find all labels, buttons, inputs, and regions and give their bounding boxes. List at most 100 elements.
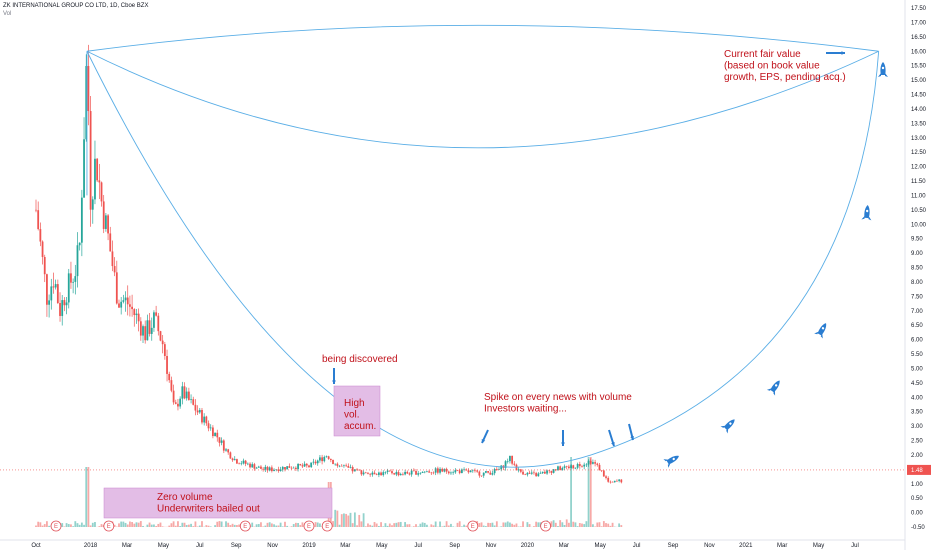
y-tick-label: 16.50 [911,35,927,41]
fair-value-text: Current fair value [724,49,801,60]
volume-bar [408,524,411,527]
candle-body [506,461,509,462]
candle-body [277,469,280,472]
candle-body [360,470,363,475]
volume-bar [87,467,90,527]
candle-body [607,477,610,482]
candle-body [340,465,343,467]
y-tick-label: 14.50 [911,93,927,99]
volume-bar [487,522,489,527]
volume-bar [526,522,529,527]
volume-bar [439,521,441,527]
volume-bar [587,457,590,527]
candle-body [504,461,507,468]
candle-body [104,215,107,229]
candle-body [465,469,468,471]
volume-bar [519,526,522,527]
candle-body [260,466,262,469]
candle-body [87,66,90,112]
volume-bar [430,524,433,527]
x-tick-label: Jul [196,543,204,549]
candle-body [605,476,607,478]
candle-body [253,464,256,469]
x-tick-label: Mar [559,543,569,549]
candle-body [264,466,267,470]
candle-body [292,467,295,469]
candle-body [56,284,59,304]
volume-bar [236,525,238,527]
volume-bar [535,521,538,527]
volume-bar [94,522,96,527]
volume-bar [592,524,594,527]
volume-bar [380,522,382,527]
cup-right-curve [590,51,880,456]
volume-bar [268,522,271,527]
candle-body [118,303,120,308]
x-tick-label: Mar [340,543,350,549]
candle-body [65,302,68,306]
candle-body [404,471,406,475]
volume-bar [432,525,435,527]
volume-bar [142,525,144,527]
candle-body [543,471,546,474]
volume-bar [257,524,260,527]
candle-body [570,465,572,469]
cup-curves [86,24,880,468]
cup-bottom-curve [86,51,592,468]
volume-bar [264,525,267,527]
volume-bar [485,526,487,527]
volume-bar [347,515,350,527]
volume-bar [177,521,179,527]
x-tick-label: May [158,543,169,549]
y-tick-label: 4.00 [911,395,923,401]
candle-body [410,470,413,475]
earnings-badge-label: E [307,524,311,530]
candle-body [83,139,85,198]
candle-body [450,472,452,474]
volume-bar [39,522,42,527]
candle-body [371,472,374,475]
candle-body [61,300,64,316]
volume-bar [270,523,273,527]
candle-body [589,460,592,464]
candle-body [526,472,529,475]
earnings-badge-label: E [107,524,111,530]
candle-body [574,467,577,469]
candle-body [142,326,144,336]
volume-bar [445,521,448,527]
volume-bar [386,525,389,527]
candle-body [190,399,192,400]
candle-body [198,409,201,413]
y-tick-label: 2.00 [911,453,923,459]
volume-bar [260,522,262,527]
candle-body [124,297,127,301]
candle-body [373,472,376,475]
candle-body [471,470,474,472]
candle-body [137,313,140,322]
rocket-icon [766,380,780,396]
volume-bar [399,521,402,527]
volume-bar [159,522,162,527]
candle-body [426,471,428,472]
candle-body [284,466,286,470]
candle-body [323,456,326,462]
candle-body [48,300,51,305]
y-tick-label: 8.50 [911,266,923,272]
candle-body [384,471,387,473]
candle-body [262,468,265,470]
volume-bar [266,522,269,527]
volume-bar [332,521,334,527]
candle-body [161,340,164,345]
rocket-window [729,422,732,425]
candle-body [54,284,57,288]
candle-body [74,276,77,282]
y-tick-label: 2.50 [911,439,923,445]
y-tick-label: 17.00 [911,20,927,26]
volume-bar [421,522,424,527]
candle-body [561,467,564,471]
volume-bar [216,521,219,527]
candle-body [242,460,245,464]
spike-arrow-1-head [481,439,486,443]
volume-bar [98,526,101,527]
